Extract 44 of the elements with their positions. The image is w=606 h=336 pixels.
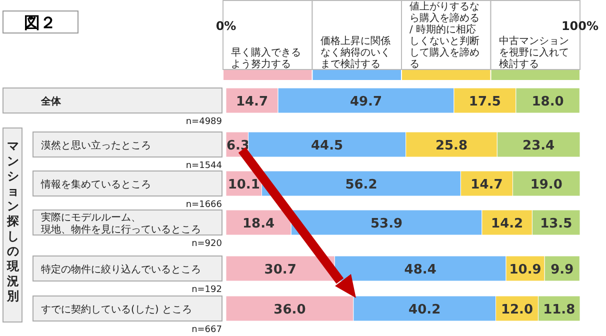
- data-label: 17.5: [468, 94, 501, 110]
- data-label: 49.7: [350, 94, 382, 110]
- y-tick-label: すでに契約している(した) ところ: [41, 304, 192, 316]
- data-label: 14.7: [470, 178, 503, 192]
- data-label: 14.7: [236, 94, 268, 110]
- data-label: 14.2: [491, 216, 524, 232]
- data-label: 10.9: [509, 262, 542, 278]
- y-tick-label: 特定の物件に絞り込んでいるところ: [41, 264, 201, 276]
- data-label: 18.4: [242, 216, 275, 232]
- data-label: 19.0: [530, 178, 562, 192]
- text: 図２: [24, 13, 56, 32]
- data-label: 18.0: [532, 94, 564, 110]
- data-label: 11.8: [543, 302, 576, 318]
- x-tick-label: 100%: [561, 19, 599, 33]
- text: n=192: [192, 285, 222, 295]
- data-label: 44.5: [311, 138, 344, 154]
- text: n=1544: [186, 161, 222, 171]
- series-label: 値上がりするなら購入を諦める / 時期的に相応しくないと判断して購入を諦める: [410, 0, 483, 70]
- data-label: 10.1: [228, 178, 260, 192]
- data-label: 30.7: [264, 262, 296, 278]
- data-label: 9.9: [550, 262, 574, 278]
- y-tick-label: 漠然と思い立ったところ: [41, 140, 151, 152]
- data-label: 36.0: [274, 302, 306, 318]
- y-tick-label: 全体: [40, 96, 62, 108]
- data-label: 40.2: [408, 302, 441, 318]
- series-label: 価格上昇に関係なく納得のいくまで検討する: [320, 35, 390, 70]
- y-tick-label: 情報を集めているところ: [40, 178, 151, 190]
- text: マンション探しの現況別: [7, 139, 19, 303]
- text: n=920: [192, 239, 222, 249]
- data-label: 56.2: [345, 178, 378, 192]
- y-tick-label: 実際にモデルルーム、現地、物件を見に行っているところ: [41, 212, 201, 236]
- x-tick-label: 0%: [216, 19, 236, 33]
- data-label: 12.0: [500, 302, 534, 318]
- text: n=1666: [186, 200, 222, 210]
- series-label: 早く購入できるよう努力する: [231, 46, 301, 70]
- data-label: 6.3: [226, 138, 250, 154]
- data-label: 53.9: [370, 216, 403, 232]
- series-label: 中古マンションを視野に入れて検討する: [498, 35, 569, 70]
- data-label: 13.5: [540, 216, 572, 232]
- data-label: 25.8: [435, 138, 468, 154]
- data-label: 23.4: [522, 138, 555, 154]
- text: n=4989: [186, 117, 222, 127]
- text: n=667: [192, 325, 222, 335]
- data-label: 48.4: [404, 262, 436, 278]
